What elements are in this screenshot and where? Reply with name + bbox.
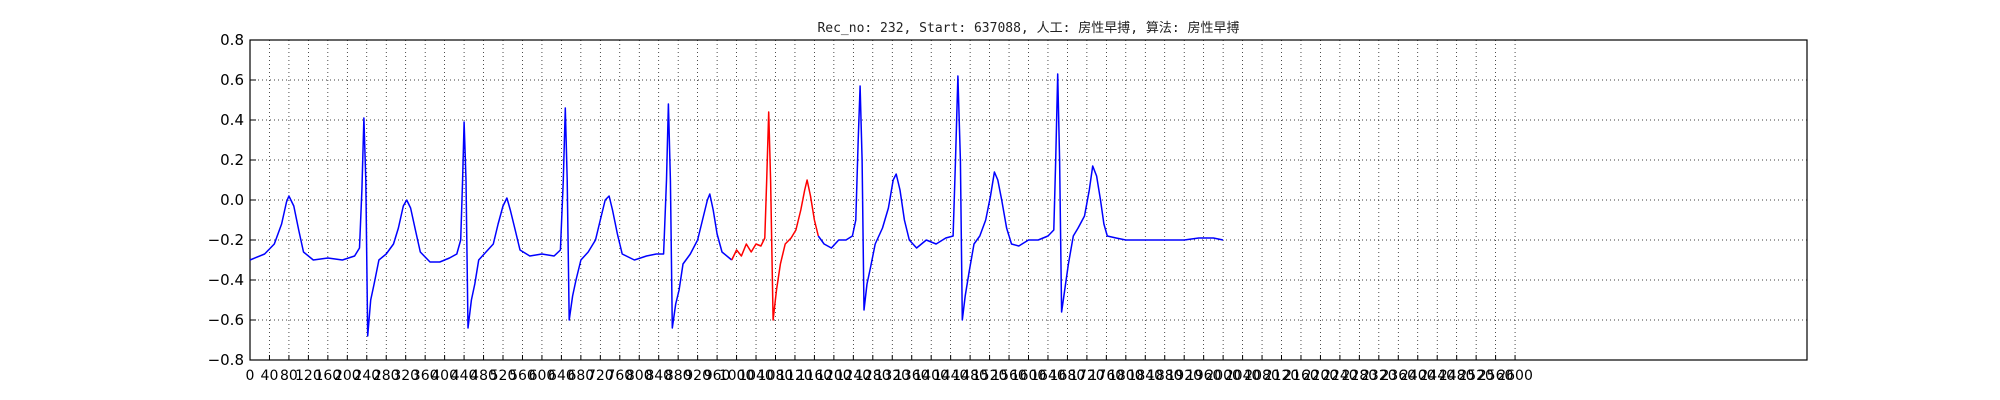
x-tick-label: 600: [529, 368, 556, 384]
y-tick-label: −0.6: [208, 311, 244, 329]
x-tick-label: 2040: [1225, 368, 1261, 384]
x-tick-label: 2200: [1303, 368, 1339, 384]
x-tick-label: 1240: [836, 368, 872, 384]
x-tick-label: 1600: [1011, 368, 1047, 384]
x-tick-label: 2600: [1497, 368, 1533, 384]
y-tick-label: −0.8: [208, 351, 244, 369]
ecg-traces: [249, 73, 1224, 337]
x-tick-label: 240: [353, 368, 380, 384]
x-tick-label: 1680: [1050, 368, 1086, 384]
x-tick-label: 2440: [1419, 368, 1455, 384]
x-tick-label: 680: [567, 368, 594, 384]
x-tick-label: 40: [261, 368, 279, 384]
x-tick-label: 2160: [1283, 368, 1319, 384]
x-tick-label: 1920: [1166, 368, 1202, 384]
x-tick-label: 440: [451, 368, 478, 384]
x-tick-label: 920: [684, 368, 711, 384]
x-tick-label: 640: [548, 368, 575, 384]
x-tick-label: 1400: [913, 368, 949, 384]
x-tick-label: 2560: [1478, 368, 1514, 384]
y-tick-label: 0.8: [220, 31, 244, 49]
x-tick-label: 1840: [1127, 368, 1163, 384]
grid-lines: [250, 40, 1807, 360]
x-tick-label: 0: [246, 368, 255, 384]
x-tick-label: 2520: [1458, 368, 1494, 384]
chart-title: Rec_no: 232, Start: 637088, 人工: 房性早搏, 算法…: [817, 21, 1240, 36]
x-tick-label: 2280: [1342, 368, 1378, 384]
x-tick-label: 1080: [758, 368, 794, 384]
ecg-trace: [817, 73, 1224, 321]
x-tick-label: 520: [490, 368, 517, 384]
x-tick-label: 480: [470, 368, 497, 384]
x-tick-label: 560: [509, 368, 536, 384]
x-tick-label: 1560: [991, 368, 1027, 384]
x-tick-label: 2400: [1400, 368, 1436, 384]
x-axis: 0 40 8012016020024028032036040044048052056…: [246, 355, 1533, 384]
x-tick-label: 2360: [1380, 368, 1416, 384]
x-tick-label: 80: [280, 368, 298, 384]
x-tick-label: 1000: [719, 368, 755, 384]
x-tick-label: 200: [334, 368, 361, 384]
x-tick-label: 1440: [933, 368, 969, 384]
x-tick-label: 2480: [1439, 368, 1475, 384]
y-tick-label: 0.4: [220, 111, 244, 129]
x-tick-label: 840: [645, 368, 672, 384]
x-tick-label: 1160: [797, 368, 833, 384]
x-tick-label: 880: [665, 368, 692, 384]
y-tick-label: −0.2: [208, 231, 244, 249]
x-tick-label: 1800: [1108, 368, 1144, 384]
x-tick-label: 1040: [738, 368, 774, 384]
x-tick-label: 1520: [972, 368, 1008, 384]
x-tick-label: 720: [587, 368, 614, 384]
x-tick-label: 2000: [1205, 368, 1241, 384]
x-tick-label: 2320: [1361, 368, 1397, 384]
y-tick-label: 0.6: [220, 71, 244, 89]
x-tick-label: 2080: [1244, 368, 1280, 384]
x-tick-label: 280: [373, 368, 400, 384]
x-tick-label: 1200: [816, 368, 852, 384]
x-tick-label: 1960: [1186, 368, 1222, 384]
x-tick-label: 2240: [1322, 368, 1358, 384]
x-tick-label: 1320: [874, 368, 910, 384]
y-tick-label: 0.0: [220, 191, 244, 209]
x-tick-label: 1360: [894, 368, 930, 384]
x-tick-label: 1120: [777, 368, 813, 384]
x-tick-label: 120: [295, 368, 322, 384]
x-tick-label: 1640: [1030, 368, 1066, 384]
y-axis: −0.8 −0.6 −0.4 −0.2 0.0 0.2 0.4 0.6 0.8: [208, 31, 256, 369]
x-tick-label: 360: [412, 368, 439, 384]
x-tick-label: 160: [314, 368, 341, 384]
x-tick-label: 760: [606, 368, 633, 384]
x-tick-label: 1480: [952, 368, 988, 384]
x-tick-label: 2120: [1264, 368, 1300, 384]
x-tick-label: 400: [431, 368, 458, 384]
x-tick-label: 1280: [855, 368, 891, 384]
x-tick-label: 320: [392, 368, 419, 384]
y-tick-label: 0.2: [220, 151, 244, 169]
x-tick-label: 960: [704, 368, 731, 384]
x-tick-label: 1720: [1069, 368, 1105, 384]
y-tick-label: −0.4: [208, 271, 244, 289]
ecg-trace-highlight: [731, 111, 820, 321]
x-tick-label: 1880: [1147, 368, 1183, 384]
x-tick-label: 800: [626, 368, 653, 384]
ecg-trace: [249, 103, 733, 337]
x-tick-label: 1760: [1089, 368, 1125, 384]
